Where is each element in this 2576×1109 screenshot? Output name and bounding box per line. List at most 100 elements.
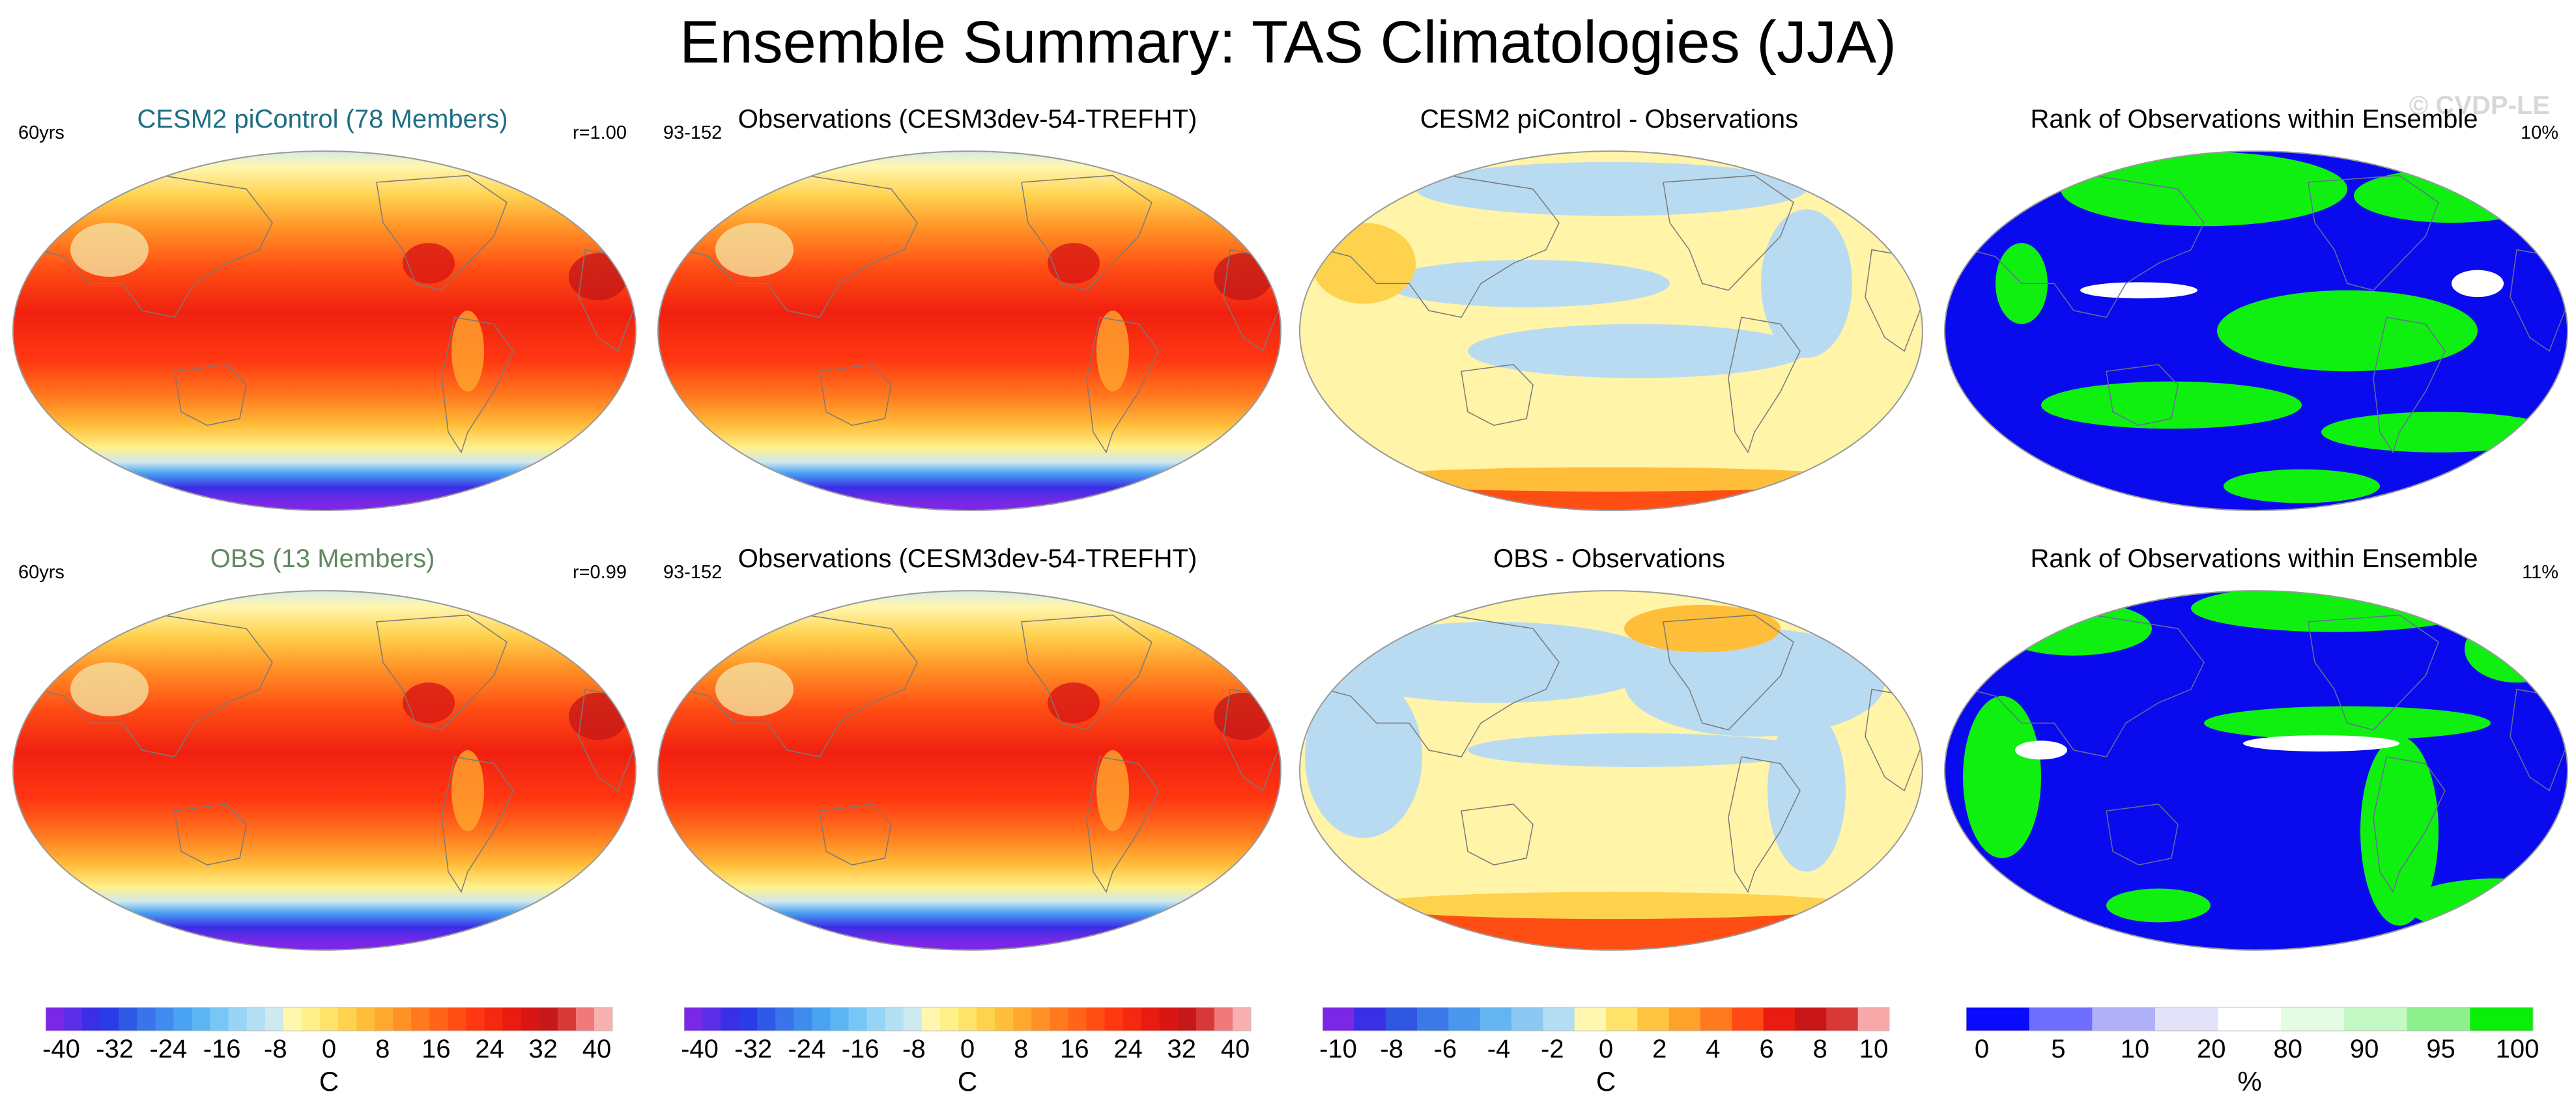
difference-patch	[1624, 604, 1781, 653]
colorbar-swatch	[484, 1007, 504, 1031]
colorbar-swatch	[356, 1007, 375, 1031]
colorbar-swatch	[1763, 1007, 1796, 1031]
temperature-field	[13, 151, 636, 511]
colorbar-tick-label: 40	[1220, 1035, 1250, 1063]
globe-map	[657, 590, 1281, 951]
south-america-landmass	[2373, 316, 2446, 454]
south-america-landmass	[2373, 756, 2446, 893]
colorbar-swatch	[246, 1007, 266, 1031]
australia-landmass	[2106, 364, 2179, 427]
panel-stat-label: 11%	[2522, 562, 2558, 583]
colorbar-swatch	[1177, 1007, 1197, 1031]
south-america-landmass	[441, 316, 514, 454]
panel-period-label: 93-152	[663, 562, 723, 583]
temperature-anomaly-patch	[569, 692, 627, 740]
colorbar-swatch	[2029, 1007, 2093, 1031]
colorbar-swatch	[1104, 1007, 1124, 1031]
colorbar-swatch	[575, 1007, 595, 1031]
colorbar-tick-label: 80	[2273, 1035, 2302, 1063]
colorbar-tick-label: -2	[1541, 1035, 1564, 1063]
colorbar-tick-label: 8	[375, 1035, 390, 1063]
colorbar-tick-label: 2	[1652, 1035, 1667, 1063]
colorbar-swatch	[684, 1007, 703, 1031]
south-america-landmass	[1728, 316, 1801, 454]
rank-high-patch	[2217, 290, 2478, 372]
colorbar-tick-label: -6	[1433, 1035, 1457, 1063]
colorbar-tick-label: -24	[788, 1035, 826, 1063]
colorbar-tick-label: 4	[1706, 1035, 1721, 1063]
panel-title: Observations (CESM3dev-54-TREFHT)	[737, 105, 1197, 133]
panel-title: Observations (CESM3dev-54-TREFHT)	[737, 544, 1197, 573]
colorbar-tick-label: -40	[681, 1035, 719, 1063]
temperature-anomaly-patch	[1048, 243, 1100, 284]
colorbar-tick-label: 8	[1812, 1035, 1827, 1063]
temperature-anomaly-patch	[1214, 253, 1272, 301]
temperature-anomaly-patch	[715, 223, 794, 277]
colorbar-tick-label: 24	[1113, 1035, 1143, 1063]
panel-title: CESM2 piControl - Observations	[1420, 105, 1799, 133]
colorbar-swatch	[848, 1007, 868, 1031]
colorbar-swatch	[1232, 1007, 1252, 1031]
rank-high-patch	[2061, 152, 2347, 227]
map-panel: OBS - Observations	[1293, 518, 1925, 961]
difference-patch	[1324, 621, 1663, 703]
australia-landmass	[174, 804, 247, 866]
colorbar-swatch	[1700, 1007, 1732, 1031]
colorbar-swatch	[830, 1007, 850, 1031]
globe-map	[1944, 150, 2568, 511]
colorbar-tick-label: -4	[1487, 1035, 1511, 1063]
colorbar-frame	[1966, 1007, 2534, 1032]
panel-title: OBS - Observations	[1493, 544, 1725, 573]
australia-landmass	[2106, 804, 2179, 866]
south-america-landmass	[1086, 756, 1159, 893]
colorbar-swatch	[2218, 1007, 2282, 1031]
map-panel: CESM2 piControl (78 Members) 60yrs r=1.00	[7, 78, 638, 521]
rank-high-patch	[1963, 695, 2041, 858]
temperature-field	[13, 591, 636, 950]
colorbar-swatch	[2407, 1007, 2470, 1031]
colorbar-swatch	[2470, 1007, 2534, 1031]
colorbar-swatch	[448, 1007, 466, 1031]
colorbar-swatch	[885, 1007, 904, 1031]
colorbar-tick-label: 6	[1759, 1035, 1774, 1063]
rank-high-patch	[2360, 737, 2439, 926]
colorbar-swatch	[64, 1007, 83, 1031]
colorbar-swatch	[119, 1007, 137, 1031]
map-panel: Observations (CESM3dev-54-TREFHT) 93-152	[651, 518, 1283, 961]
globe-border	[1299, 590, 1923, 951]
colorbar-tick-label: -8	[902, 1035, 926, 1063]
colorbar-swatch	[794, 1007, 812, 1031]
colorbar-swatch	[539, 1007, 558, 1031]
colorbar-swatch	[1123, 1007, 1142, 1031]
colorbar-swatch	[319, 1007, 339, 1031]
panel-period-label: 93-152	[663, 122, 723, 143]
difference-patch	[1468, 324, 1807, 378]
temperature-anomaly-patch	[715, 662, 794, 717]
colorbar-swatch	[155, 1007, 174, 1031]
asia-landmass	[31, 175, 273, 318]
north-america-landmass	[2308, 175, 2439, 291]
australia-landmass	[1461, 364, 1534, 427]
globe-border	[12, 150, 637, 511]
globe-border	[12, 590, 637, 951]
colorbar-swatch	[1511, 1007, 1543, 1031]
colorbar-tick-label: 0	[321, 1035, 337, 1063]
difference-patch	[1761, 209, 1852, 358]
map-panel: Rank of Observations within Ensemble 10%	[1938, 78, 2570, 521]
colorbar-swatch	[137, 1007, 156, 1031]
temperature-anomaly-patch	[451, 310, 484, 392]
colorbar-swatch	[1013, 1007, 1032, 1031]
panel-stat-label: r=0.99	[572, 562, 627, 583]
temperature-anomaly-patch	[70, 223, 149, 277]
australia-landmass	[819, 804, 892, 866]
colorbar-tick-label: 100	[2495, 1035, 2540, 1063]
temperature-anomaly-patch	[569, 253, 627, 301]
rank-high-patch	[2321, 412, 2556, 453]
colorbar-swatch	[375, 1007, 394, 1031]
colorbar-tick-label: 20	[2197, 1035, 2226, 1063]
panel-title: CESM2 piControl (78 Members)	[137, 105, 508, 133]
colorbar-tick-label: 10	[1859, 1035, 1889, 1063]
colorbar-tick-label: 90	[2349, 1035, 2379, 1063]
globe-border	[1299, 150, 1923, 511]
panel-period-label: 60yrs	[18, 562, 64, 583]
